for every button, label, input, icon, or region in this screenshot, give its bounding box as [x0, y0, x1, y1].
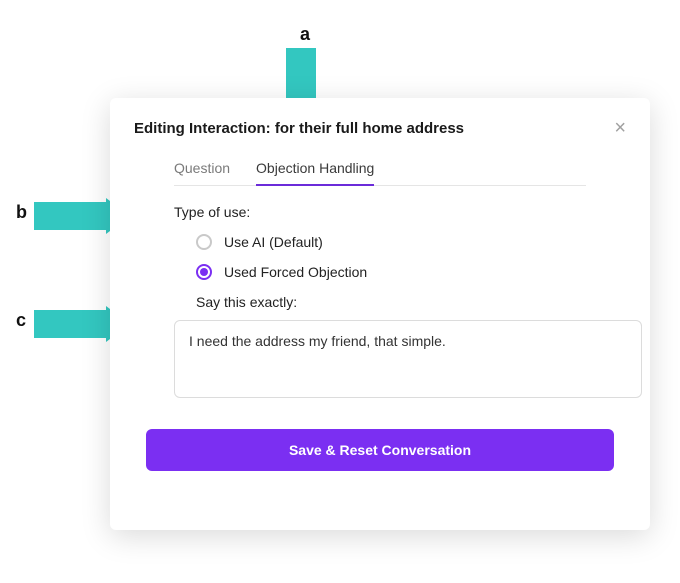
radio-label: Use AI (Default) — [224, 234, 323, 250]
say-this-exactly-label: Say this exactly: — [196, 294, 586, 310]
tab-question[interactable]: Question — [174, 160, 230, 185]
radio-icon — [196, 264, 212, 280]
callout-letter-b: b — [16, 202, 27, 223]
type-of-use-label: Type of use: — [174, 204, 586, 220]
forced-objection-textarea[interactable] — [174, 320, 642, 398]
tab-objection-handling[interactable]: Objection Handling — [256, 160, 374, 186]
radio-icon — [196, 234, 212, 250]
modal-title: Editing Interaction: for their full home… — [134, 120, 464, 137]
callout-letter-a: a — [300, 24, 310, 45]
save-reset-button[interactable]: Save & Reset Conversation — [146, 429, 614, 471]
radio-option-forced-objection[interactable]: Used Forced Objection — [196, 264, 586, 280]
tabs: Question Objection Handling — [174, 160, 586, 186]
radio-label: Used Forced Objection — [224, 264, 367, 280]
edit-interaction-modal: Editing Interaction: for their full home… — [110, 98, 650, 530]
radio-option-use-ai[interactable]: Use AI (Default) — [196, 234, 586, 250]
callout-letter-c: c — [16, 310, 26, 331]
close-icon[interactable]: × — [614, 118, 626, 138]
